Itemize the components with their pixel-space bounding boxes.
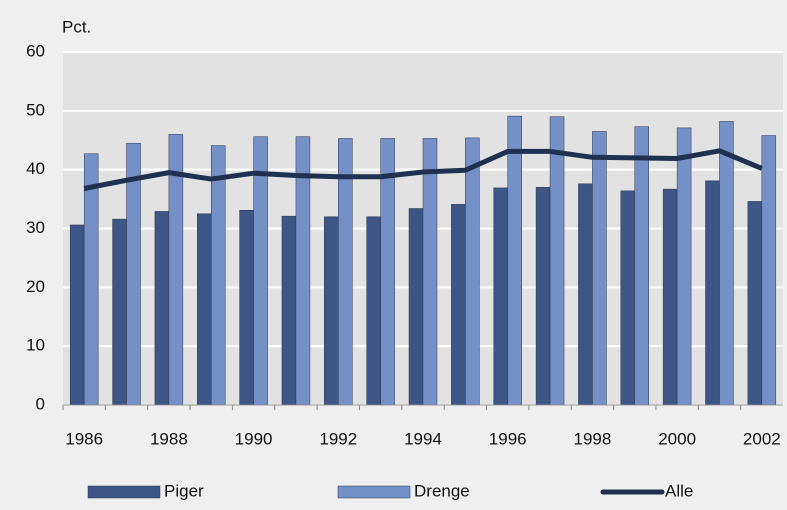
y-tick-label: 0	[36, 394, 45, 413]
x-tick-label: 1992	[319, 429, 357, 448]
bar	[408, 208, 424, 406]
legend-swatch	[337, 485, 411, 499]
x-tick-label: 1990	[235, 429, 273, 448]
x-tick-label: 1994	[404, 429, 442, 448]
bar	[239, 210, 254, 406]
bar	[676, 127, 692, 406]
legend-swatch	[87, 485, 161, 499]
x-tick-label: 1986	[65, 429, 103, 448]
bar	[69, 224, 85, 406]
bar	[112, 218, 127, 406]
bar	[422, 138, 438, 406]
x-tick-label: 1996	[489, 429, 527, 448]
bar	[620, 190, 636, 406]
bar	[253, 136, 268, 406]
bar	[662, 188, 678, 406]
bar	[465, 137, 480, 406]
y-tick-label: 50	[26, 100, 45, 119]
bar	[281, 215, 297, 406]
bar	[126, 142, 141, 406]
y-axis-label: Pct.	[62, 17, 91, 36]
bar	[719, 121, 734, 406]
bar	[634, 126, 649, 406]
bar	[366, 216, 381, 406]
bar	[493, 187, 508, 406]
bar	[761, 135, 777, 406]
bar	[154, 211, 170, 406]
bar	[705, 180, 720, 406]
y-tick-label: 30	[26, 218, 45, 237]
y-tick-label: 20	[26, 277, 45, 296]
y-tick-label: 10	[26, 336, 45, 355]
x-tick-label: 1988	[150, 429, 188, 448]
bar	[324, 216, 339, 406]
line	[83, 148, 763, 191]
legend-label: Alle	[665, 481, 693, 500]
bar	[451, 204, 466, 406]
bar	[592, 131, 607, 406]
bar	[578, 183, 593, 406]
y-tick-label: 60	[26, 41, 45, 60]
x-tick-label: 2002	[743, 429, 781, 448]
bar	[747, 201, 763, 406]
x-tick-label: 1998	[573, 429, 611, 448]
x-tick-label: 2000	[658, 429, 696, 448]
bar	[210, 145, 226, 406]
bar	[549, 116, 565, 406]
y-tick-label: 40	[26, 159, 45, 178]
bar	[197, 213, 212, 406]
bar	[507, 115, 522, 406]
legend-label: Piger	[164, 481, 204, 500]
legend-label: Drenge	[414, 481, 470, 500]
bar	[83, 153, 99, 406]
bar	[535, 187, 551, 406]
